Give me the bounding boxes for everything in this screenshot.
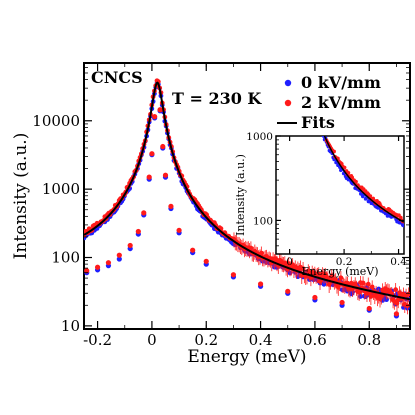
data-point [168,203,174,209]
data-point [365,281,371,287]
data-point [406,291,410,297]
data-point [190,247,196,253]
inset-x-tick-label: 0.2 [336,256,353,268]
data-point [312,294,318,301]
data-point [321,281,327,287]
inset-plot-frame [275,135,405,255]
data-point [393,287,399,293]
inset-y-axis-label: Intensity (a.u.) [234,154,247,236]
legend-label-2kv: 2 kV/mm [301,93,381,112]
fit-line [84,81,410,301]
data-point [360,280,366,286]
inset-axes: 0 0.2 0.4 100 1000 [246,131,407,268]
data-point [135,228,141,235]
data-point [366,305,372,312]
data-point [162,172,169,178]
data-point [203,258,209,264]
inset-x-tick-label: 0.4 [390,256,407,268]
x-tick-label: -0.2 [83,331,112,349]
data-point [84,268,90,274]
data-point [230,272,237,278]
legend-label-fits: Fits [301,113,335,132]
temperature-annotation: T = 230 K [172,89,262,108]
data-point [157,107,163,113]
data-point [94,264,101,270]
data-point [404,303,410,309]
inset-y-tick-label: 1000 [246,131,273,143]
inset-x-axis-label: Energy (meV) [301,265,378,278]
inset-data-point [342,165,347,170]
inset-y-tick-label: 100 [253,215,273,227]
data-point [160,143,166,150]
x-tick-label: 0.4 [249,331,273,349]
data-point [146,174,152,180]
data-point [127,242,133,249]
inset-fit-line [323,136,404,223]
x-axis-label: Energy (meV) [187,347,306,367]
inset-data-point [397,213,401,217]
data-point [257,281,264,287]
data-point [116,252,122,258]
data-point [152,114,158,120]
x-tick-label: 0 [147,331,157,349]
y-tick-label: 10 [61,317,80,335]
x-tick-label: 0.8 [357,331,381,349]
data-point [116,256,122,262]
inset-data-point [354,179,358,184]
y-axis-label: Intensity (a.u.) [11,133,31,260]
inset-data-point [401,223,404,228]
x-tick-label: 0.2 [194,331,218,349]
y-tick-label: 100 [51,249,80,267]
y-tick-label: 1000 [42,180,80,198]
inset-plot: 0 0.2 0.4 100 1000 [246,131,407,268]
data-point [393,311,400,317]
x-tick-label: 0.6 [303,331,327,349]
instrument-annotation: CNCS [91,68,143,87]
legend-marker-0kv [284,79,292,87]
data-point [339,299,345,306]
inset-data-point [346,170,351,175]
data-point [105,260,112,266]
legend-label-0kv: 0 kV/mm [301,73,381,92]
data-point [176,227,182,233]
legend-marker-2kv [284,99,292,107]
main-data-layer [84,78,410,319]
data-point [141,210,147,216]
legend: 0 kV/mm 2 kV/mm Fits [277,73,381,132]
data-point [149,151,155,157]
inset-data-point [399,215,403,220]
y-tick-label: 10000 [32,112,80,130]
data-point [285,288,291,294]
inset-x-tick-label: 0 [286,256,293,268]
